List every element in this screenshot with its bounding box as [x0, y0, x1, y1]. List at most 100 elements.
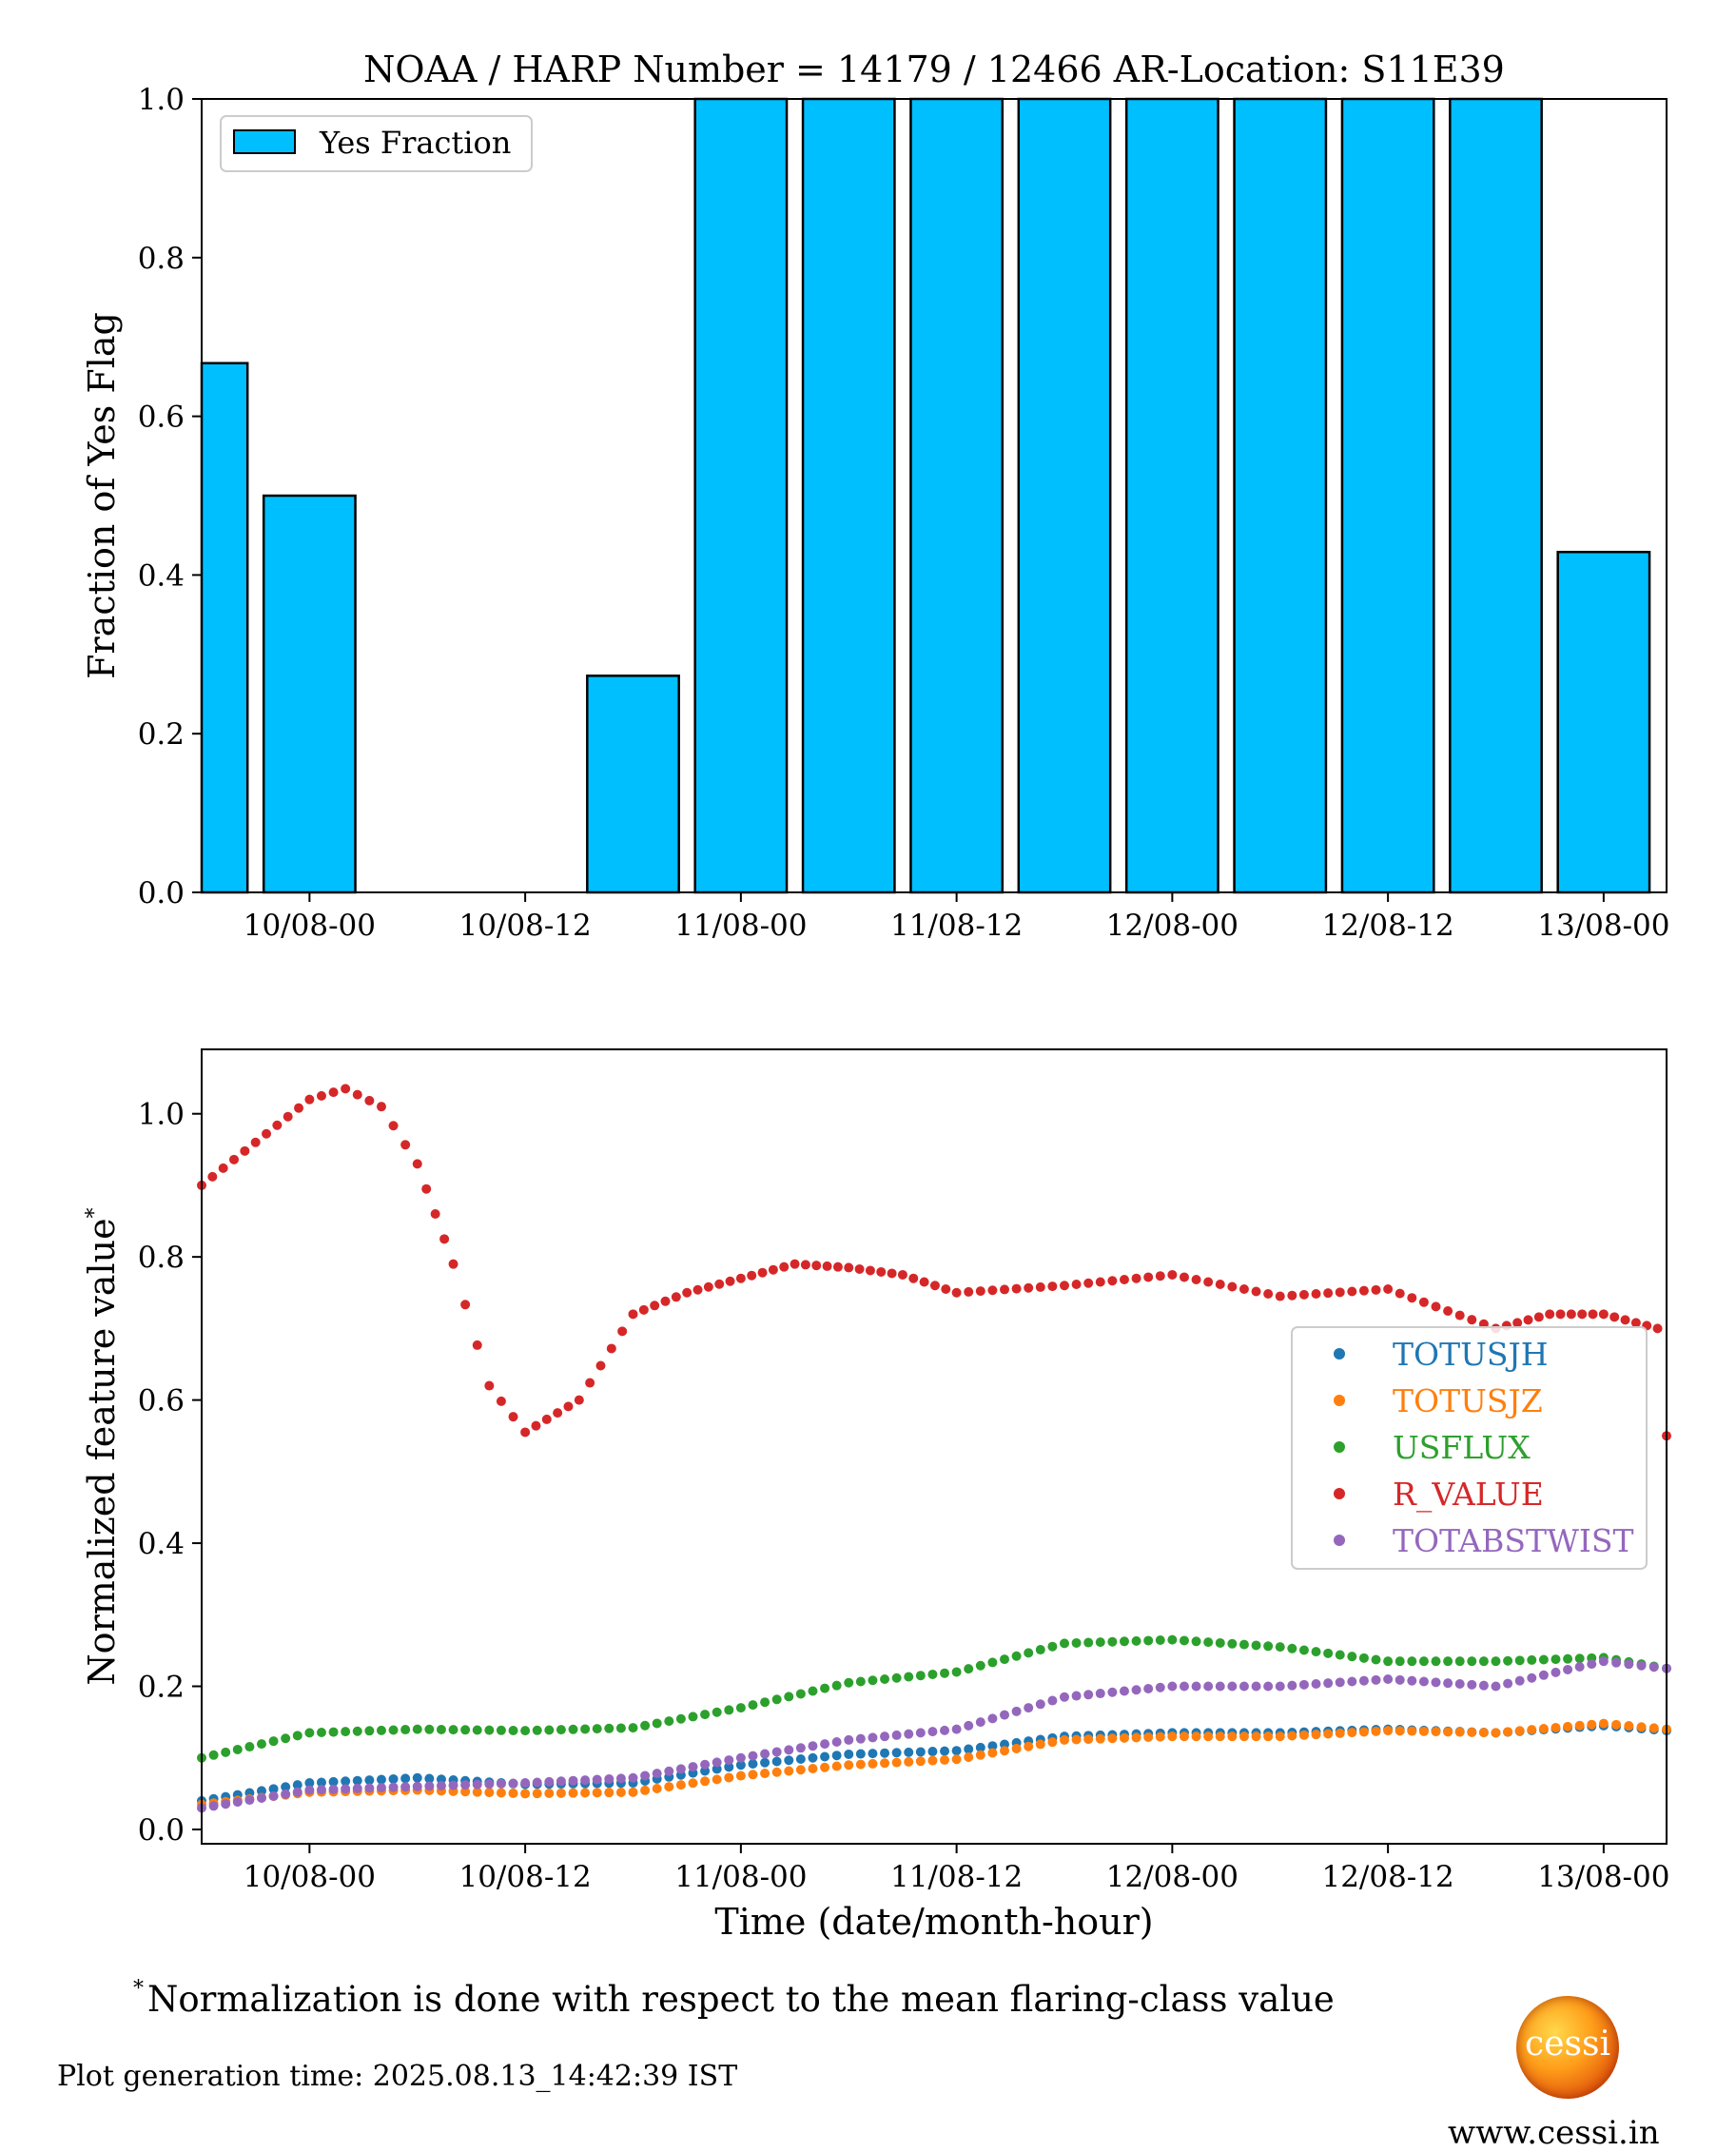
point-r_value	[1179, 1272, 1189, 1282]
point-usflux	[460, 1725, 471, 1735]
point-usflux	[1563, 1653, 1573, 1664]
point-totusjz	[987, 1748, 998, 1758]
point-totabstwist	[1407, 1675, 1417, 1686]
bar	[1017, 97, 1112, 894]
point-totabstwist	[208, 1801, 219, 1811]
point-totabstwist	[1443, 1678, 1453, 1689]
point-totabstwist	[868, 1732, 878, 1743]
point-totusjz	[568, 1788, 578, 1798]
point-r_value	[1371, 1284, 1381, 1295]
point-totabstwist	[951, 1724, 962, 1734]
point-totabstwist	[1467, 1679, 1477, 1690]
point-r_value	[1566, 1309, 1576, 1320]
point-r_value	[1609, 1312, 1620, 1322]
website-link[interactable]: www.cessi.in	[1448, 2114, 1660, 2152]
legend-label-r_value: R_VALUE	[1393, 1476, 1544, 1514]
point-totabstwist	[1191, 1681, 1201, 1692]
point-totusjz	[1383, 1726, 1394, 1736]
point-totusjz	[1574, 1720, 1585, 1731]
point-totusjh	[281, 1782, 291, 1792]
point-totabstwist	[724, 1755, 734, 1766]
point-r_value	[250, 1137, 261, 1147]
point-totusjh	[268, 1784, 279, 1794]
point-totusjz	[700, 1776, 711, 1787]
point-totabstwist	[484, 1779, 495, 1790]
point-usflux	[376, 1725, 386, 1735]
point-totusjh	[412, 1772, 422, 1783]
point-totabstwist	[1431, 1677, 1441, 1688]
point-totusjz	[1624, 1721, 1634, 1731]
point-totusjz	[1347, 1728, 1357, 1738]
point-totabstwist	[615, 1773, 626, 1784]
point-totabstwist	[748, 1751, 758, 1761]
point-totusjh	[364, 1775, 375, 1786]
point-usflux	[1155, 1635, 1165, 1646]
point-usflux	[1311, 1647, 1321, 1657]
point-r_value	[929, 1281, 940, 1291]
bar	[1340, 97, 1435, 894]
point-totusjz	[1431, 1727, 1441, 1737]
point-totusjz	[664, 1782, 674, 1792]
point-totabstwist	[1358, 1675, 1369, 1686]
point-totusjh	[951, 1746, 962, 1756]
point-r_value	[887, 1268, 897, 1279]
point-totusjz	[472, 1787, 482, 1797]
point-totusjz	[1095, 1733, 1105, 1744]
point-totusjz	[628, 1787, 638, 1797]
point-totusjh	[735, 1760, 746, 1771]
point-usflux	[448, 1725, 458, 1735]
point-totusjz	[1514, 1726, 1525, 1736]
point-usflux	[1011, 1651, 1022, 1661]
point-r_value	[1383, 1284, 1394, 1295]
point-usflux	[221, 1747, 231, 1757]
point-totusjh	[855, 1749, 866, 1759]
point-totusjz	[556, 1788, 566, 1798]
point-r_value	[919, 1277, 929, 1287]
footnote-text: Normalization is done with respect to th…	[147, 1979, 1335, 2020]
point-totabstwist	[1227, 1681, 1238, 1692]
point-totabstwist	[292, 1787, 302, 1797]
point-r_value	[1059, 1281, 1069, 1291]
bottom-xtick-label: 12/08-12	[1321, 1860, 1453, 1894]
point-totabstwist	[1514, 1675, 1525, 1686]
point-usflux	[1143, 1635, 1154, 1646]
point-totusjh	[975, 1742, 985, 1752]
point-totusjh	[940, 1746, 950, 1756]
point-r_value	[1598, 1309, 1609, 1320]
point-totusjz	[975, 1750, 985, 1760]
point-r_value	[606, 1343, 616, 1354]
point-usflux	[820, 1683, 830, 1693]
point-r_value	[790, 1259, 800, 1269]
point-usflux	[436, 1724, 446, 1734]
point-r_value	[735, 1273, 746, 1283]
point-totusjz	[964, 1751, 974, 1762]
point-totabstwist	[1598, 1656, 1609, 1667]
point-totabstwist	[304, 1785, 315, 1795]
point-totusjh	[771, 1756, 782, 1767]
point-totusjz	[1478, 1728, 1489, 1738]
legend-label-totusjh: TOTUSJH	[1393, 1336, 1549, 1373]
point-usflux	[1275, 1642, 1285, 1653]
point-totabstwist	[412, 1781, 422, 1791]
point-usflux	[1514, 1655, 1525, 1666]
point-totusjz	[880, 1758, 890, 1769]
point-r_value	[1311, 1289, 1321, 1300]
point-r_value	[531, 1420, 541, 1431]
point-totusjz	[748, 1770, 758, 1780]
point-usflux	[808, 1686, 818, 1696]
point-totusjz	[1467, 1727, 1477, 1737]
point-totusjh	[304, 1778, 315, 1789]
point-usflux	[784, 1692, 794, 1702]
point-totusjh	[868, 1749, 878, 1759]
point-usflux	[568, 1724, 578, 1734]
point-totusjz	[1454, 1727, 1465, 1737]
point-totabstwist	[520, 1778, 531, 1789]
point-totabstwist	[448, 1780, 458, 1790]
point-totusjz	[1024, 1741, 1034, 1751]
point-usflux	[1478, 1656, 1489, 1667]
point-usflux	[1383, 1656, 1394, 1667]
point-r_value	[1620, 1315, 1630, 1325]
point-usflux	[604, 1723, 614, 1733]
point-totabstwist	[1383, 1673, 1394, 1684]
point-usflux	[915, 1671, 926, 1681]
